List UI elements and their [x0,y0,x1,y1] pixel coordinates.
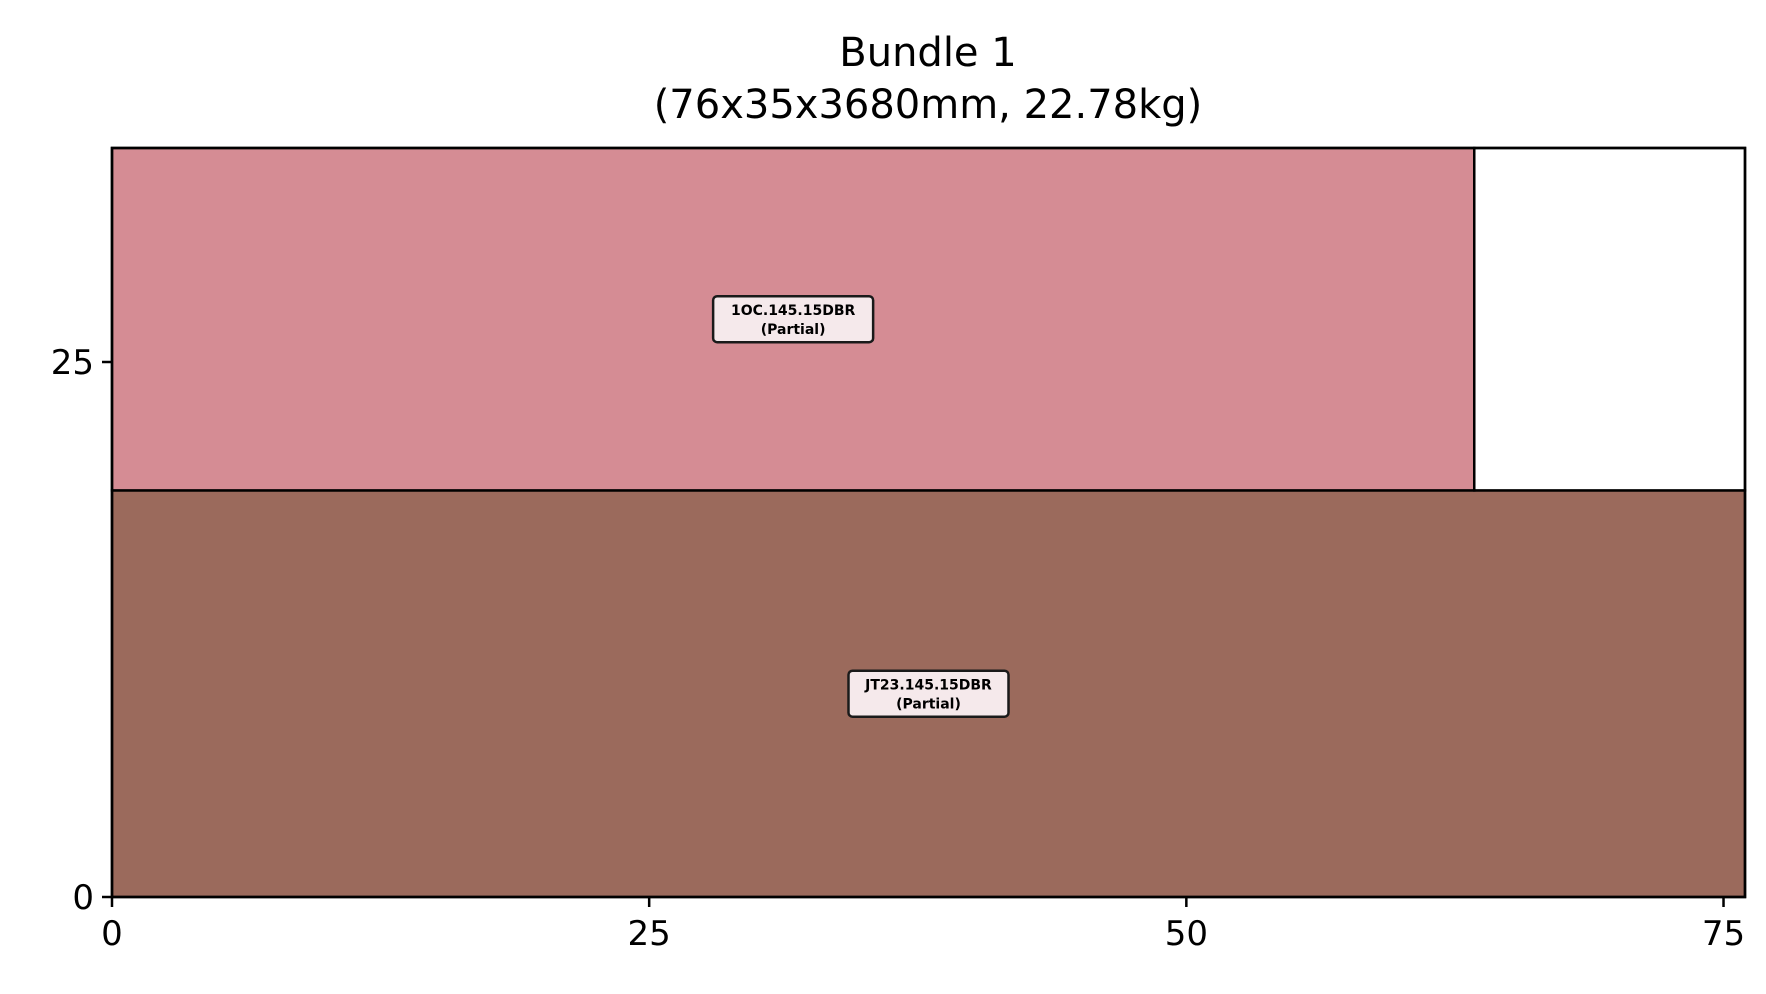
x-tick-label-2: 50 [1165,914,1208,954]
rect-label-0: JT23.145.15DBR (Partial) [847,669,1010,718]
x-tick-label-3: 75 [1702,914,1745,954]
chart-title: Bundle 1 [839,30,1016,76]
bundle-rect-2 [1473,146,1747,492]
chart-subtitle: (76x35x3680mm, 22.78kg) [654,82,1203,128]
y-tick-label-0: 0 [72,878,94,918]
rectangle-labels: JT23.145.15DBR (Partial) 1OC.145.15DBR (Par… [711,294,1010,718]
x-axis: 0 25 50 75 [101,897,1745,954]
rect-label-box-1 [711,294,875,344]
y-tick-label-1: 25 [51,343,94,383]
rect-label-box-0 [847,669,1010,718]
plot-area [110,146,1747,899]
rect-label-status-0: (Partial) [896,697,961,713]
rect-label-1: 1OC.145.15DBR (Partial) [711,294,875,344]
rect-label-status-1: (Partial) [761,322,826,338]
rect-label-name-1: 1OC.145.15DBR [731,303,856,319]
x-tick-label-0: 0 [101,914,123,954]
axes-frame [110,146,1747,899]
rect-label-name-0: JT23.145.15DBR [864,678,992,694]
y-axis: 0 25 [51,343,112,918]
x-tick-label-1: 25 [628,914,671,954]
